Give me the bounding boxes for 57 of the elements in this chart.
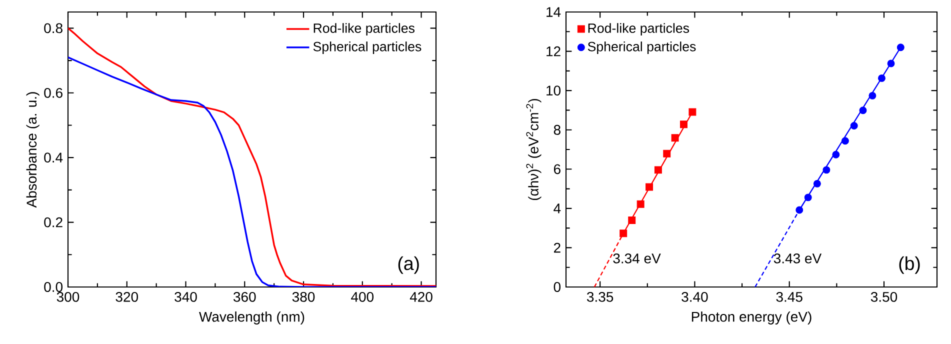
point (832, 150, 840, 158)
y-axis-title: (αhν)$^{2}$ (eV$^{2}$cm$^{-2}$) (526, 98, 542, 200)
point (671, 134, 679, 142)
y-tick-label: 10 (546, 86, 561, 96)
y-tick-label: 0.0 (44, 282, 63, 292)
y-tick-label: 0.4 (44, 152, 63, 163)
x-tick-label: 3.35 (586, 292, 614, 302)
annotation: 3.43 eV (774, 254, 822, 264)
y-tick-label: 4 (554, 204, 561, 214)
x-tick-label: 360 (233, 292, 256, 302)
point (850, 122, 858, 130)
point (859, 106, 867, 114)
y-axis-title: Absorbance (a. u.) (26, 92, 40, 208)
point (813, 180, 821, 188)
x-tick-label: 400 (351, 292, 374, 302)
x-axis-title: Wavelength (nm) (199, 311, 304, 324)
point (896, 44, 904, 52)
point (646, 183, 654, 191)
point (804, 194, 812, 202)
y-tick-label: 0.6 (44, 88, 62, 98)
point (636, 200, 644, 208)
x-axis-title: Photon energy (eV) (692, 311, 812, 324)
y-tick-label: 14 (546, 7, 561, 17)
point (841, 137, 849, 145)
point (887, 60, 895, 68)
x-tick-label: 380 (292, 292, 315, 302)
x-tick-label: 340 (174, 292, 197, 302)
point (868, 92, 876, 100)
annotation: 3.34 eV (613, 254, 661, 264)
y-tick-label: 0.8 (44, 23, 62, 34)
legend-label: Spherical particles (588, 42, 696, 54)
legend-label: Rod-like particles (314, 23, 415, 36)
point (878, 74, 886, 82)
y-tick-label: 6 (554, 164, 560, 174)
point (796, 206, 804, 214)
point (654, 166, 662, 174)
x-tick-label: 300 (56, 292, 80, 302)
point (620, 230, 628, 238)
y-tick-label: 8 (554, 124, 560, 135)
point (628, 216, 636, 224)
legend-label: Rod-like particles (588, 23, 690, 36)
point (688, 108, 696, 116)
y-tick-label: 2 (554, 242, 560, 253)
legend-label: Spherical particles (313, 42, 422, 54)
y-tick-label: 0.2 (44, 217, 62, 228)
x-tick-label: 420 (410, 292, 432, 302)
y-tick-label: 12 (546, 46, 560, 56)
point (822, 166, 830, 174)
x-tick-label: 3.45 (776, 292, 802, 302)
x-tick-label: 3.40 (682, 292, 708, 302)
y-tick-label: 0 (554, 282, 561, 292)
x-tick-label: 320 (116, 292, 138, 302)
point (680, 120, 688, 128)
point (663, 150, 671, 158)
annotation: (a) (398, 256, 419, 274)
annotation: (b) (899, 256, 920, 274)
x-tick-label: 3.50 (870, 292, 898, 302)
